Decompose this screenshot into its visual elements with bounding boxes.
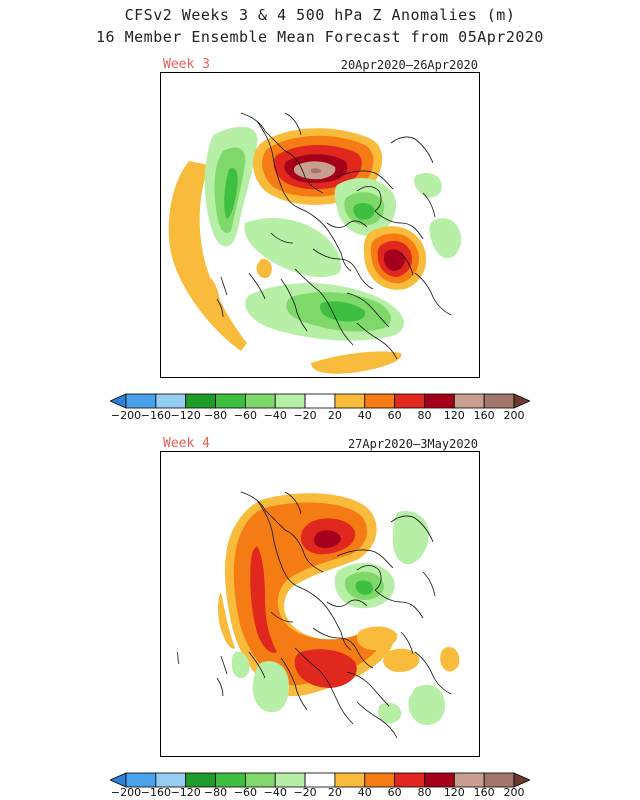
colorbar-week3-color-bin [125, 393, 157, 409]
colorbar-week4-color-bin [364, 772, 396, 788]
colorbar-week3-tick-label: −20 [293, 409, 317, 422]
week3-anomaly-pacific-positive [168, 161, 247, 351]
colorbar-week3-color-under [110, 393, 127, 409]
colorbar-week4-color-bin [215, 772, 246, 788]
colorbar-week3-tick-label: 60 [387, 409, 402, 422]
week3-anomaly-pacific-positive-2 [205, 278, 221, 323]
colorbar-week4-tick-label: −60 [233, 786, 257, 799]
colorbar-week4-color-under [110, 772, 127, 788]
figure-title-line-1: CFSv2 Weeks 3 & 4 500 hPa Z Anomalies (m… [124, 6, 516, 24]
colorbar-week3-tick-label: −200 [110, 409, 142, 422]
colorbar-week3-color-bin [483, 393, 515, 409]
week3-dates: 20Apr2020–26Apr2020 [340, 58, 478, 72]
week4-dates: 27Apr2020–3May2020 [347, 437, 478, 451]
colorbar-week3-tick-label: 80 [417, 409, 432, 422]
colorbar-week4-color-bin [334, 772, 366, 788]
week3-anomaly-canada-negative [244, 218, 341, 278]
week4-anomaly-pacific-negative [252, 661, 289, 713]
colorbar-week4-labels: −200 −160 −120 −80 −60 −40 −20 20 40 60 80 120 160 20… [110, 786, 530, 800]
colorbar-week4-color-bin [125, 772, 157, 788]
colorbar-week3-color-bin [304, 393, 336, 409]
colorbar-week3-tick-label: 160 [473, 409, 495, 422]
colorbar-week4-color-bin [453, 772, 485, 788]
colorbar-week4-tick-label: 20 [327, 786, 342, 799]
colorbar-week3-tick-label: −160 [140, 409, 171, 422]
colorbar-week3-tick-label: −60 [233, 409, 257, 422]
colorbar-week3-tick-label: 120 [443, 409, 465, 422]
colorbar-week4-tick-label: −40 [263, 786, 287, 799]
week3-label: Week 3 [163, 57, 210, 72]
colorbar-week4-tick-label: 160 [473, 786, 495, 799]
colorbar-week3-tick-label: −80 [203, 409, 228, 422]
week4-map [160, 451, 480, 757]
week3-map [160, 72, 480, 378]
colorbar-week3-color-bin [424, 393, 455, 409]
colorbar-week4-tick-label: −20 [293, 786, 317, 799]
colorbar-week4-tick-label: −120 [170, 786, 201, 799]
colorbar-week3-color-bin [453, 393, 485, 409]
colorbar-week4-color-bin [483, 772, 515, 788]
week4-label: Week 4 [163, 436, 210, 451]
colorbar-week3-tick-label: 20 [327, 409, 342, 422]
colorbar-week4-color-bin [244, 772, 276, 788]
colorbar-week3-color-bin [185, 393, 216, 409]
colorbar-week3-labels: −200 −160 −120 −80 −60 −40 −20 20 40 60 80 120 160 20… [110, 409, 530, 423]
colorbar-week4-tick-label: 80 [417, 786, 432, 799]
colorbar-week4-tick-label: 200 [503, 786, 525, 799]
colorbar-week3-color-bin [334, 393, 366, 409]
colorbar-week4-tick-label: 40 [357, 786, 372, 799]
figure-title-line-2: 16 Member Ensemble Mean Forecast from 05… [96, 28, 544, 46]
colorbar-week4-color-bin [394, 772, 425, 788]
colorbar-week4-color-bin [304, 772, 336, 788]
colorbar-week3-tick-label: 200 [503, 409, 525, 422]
week4-coastlines [176, 491, 452, 739]
colorbar-week3-color-bin [155, 393, 187, 409]
colorbar-week4-color-bin [274, 772, 306, 788]
week4-anomaly-atlantic-positive [357, 626, 398, 650]
colorbar-week3-color-bin [274, 393, 306, 409]
colorbar-week4-color-bin [185, 772, 216, 788]
colorbar-week4-tick-label: 60 [387, 786, 402, 799]
colorbar-week3-tick-label: −120 [170, 409, 201, 422]
colorbar-week4-color-over [513, 772, 530, 788]
week3-coastlines [216, 112, 452, 360]
colorbar-week4 [110, 772, 530, 788]
colorbar-week3-color-over [513, 393, 530, 409]
colorbar-week3-tick-label: 40 [357, 409, 372, 422]
colorbar-week3-color-bin [394, 393, 425, 409]
colorbar-week3-color-bin [215, 393, 246, 409]
colorbar-week4-color-bin [424, 772, 455, 788]
colorbar-week4-tick-label: 120 [443, 786, 465, 799]
colorbar-week4-tick-label: −80 [203, 786, 228, 799]
colorbar-week4-tick-label: −200 [110, 786, 142, 799]
colorbar-week3 [110, 393, 530, 409]
colorbar-week3-color-bin [364, 393, 396, 409]
colorbar-week3-color-bin [244, 393, 276, 409]
colorbar-week4-color-bin [155, 772, 187, 788]
colorbar-week4-tick-label: −160 [140, 786, 171, 799]
colorbar-week3-tick-label: −40 [263, 409, 287, 422]
